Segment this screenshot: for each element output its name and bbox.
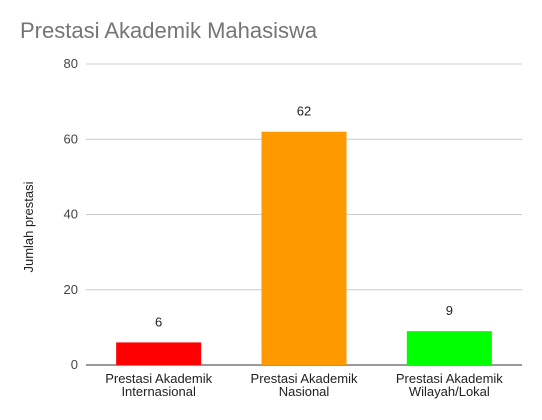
y-axis-title: Jumlah prestasi [21,181,36,272]
y-tick-label: 60 [64,131,78,146]
data-label: 6 [155,314,162,329]
data-label: 9 [446,303,453,318]
labels: 0 20 40 60 80 6 Prestasi Akademik Internasional… [64,56,504,399]
x-category-label: Prestasi Akademik Nasional [251,371,358,399]
y-tick-label: 80 [64,56,78,71]
x-category-label: Prestasi Akademik Wilayah/Lokal [396,371,503,399]
bar [406,331,492,365]
bars [116,131,492,365]
x-category-label: Prestasi Akademik Internasional [105,371,212,399]
data-label: 62 [297,104,311,119]
y-tick-label: 20 [64,282,78,297]
y-tick-label: 0 [71,357,78,372]
bar [116,342,202,365]
y-tick-label: 40 [64,207,78,222]
bar [261,131,347,365]
chart-title: Prestasi Akademik Mahasiswa [20,18,318,43]
